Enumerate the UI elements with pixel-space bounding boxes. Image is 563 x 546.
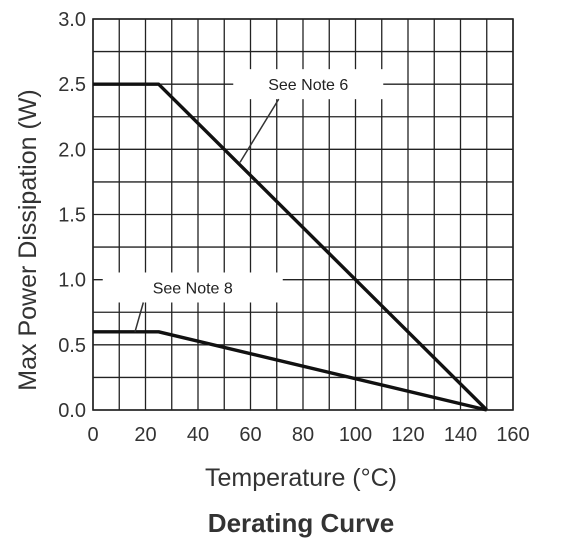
tick-labels: 0 20 40 60 80 100 120 140 160 0.0 0.5 1.0 1.5 2.0 2.5 3… <box>58 9 530 446</box>
x-tick-label: 20 <box>134 424 156 446</box>
y-tick-label: 0.0 <box>58 400 86 422</box>
x-tick-label: 160 <box>496 424 529 446</box>
y-axis-label: Max Power Dissipation (W) <box>14 89 42 390</box>
series-line-2 <box>93 330 488 412</box>
x-tick-label: 100 <box>339 424 372 446</box>
y-tick-label: 3.0 <box>58 9 86 31</box>
annotation-label: See Note 6 <box>268 77 348 94</box>
plot-frame <box>92 18 514 411</box>
annotation-label: See Note 8 <box>153 280 233 297</box>
x-tick-label: 120 <box>391 424 424 446</box>
x-tick-label: 40 <box>187 424 209 446</box>
y-tick-label: 0.5 <box>58 335 86 357</box>
annotation-box <box>102 272 283 303</box>
x-tick-label: 80 <box>292 424 314 446</box>
series-group <box>93 82 488 412</box>
x-axis-label: Temperature (°C) <box>205 464 397 492</box>
annotation-leader <box>239 98 280 163</box>
x-tick-label: 0 <box>87 424 98 446</box>
y-tick-label: 2.5 <box>58 74 86 96</box>
x-tick-label: 140 <box>444 424 477 446</box>
y-tick-label: 2.0 <box>58 139 86 161</box>
x-tick-label: 60 <box>239 424 261 446</box>
y-tick-label: 1.5 <box>58 205 86 227</box>
annotation-leader <box>134 302 145 333</box>
y-tick-label: 1.0 <box>58 270 86 292</box>
annotation-box <box>233 69 384 100</box>
series-line-1 <box>93 82 488 412</box>
annotations: See Note 6 See Note 8 <box>102 69 384 333</box>
chart-caption: Derating Curve <box>208 508 394 538</box>
